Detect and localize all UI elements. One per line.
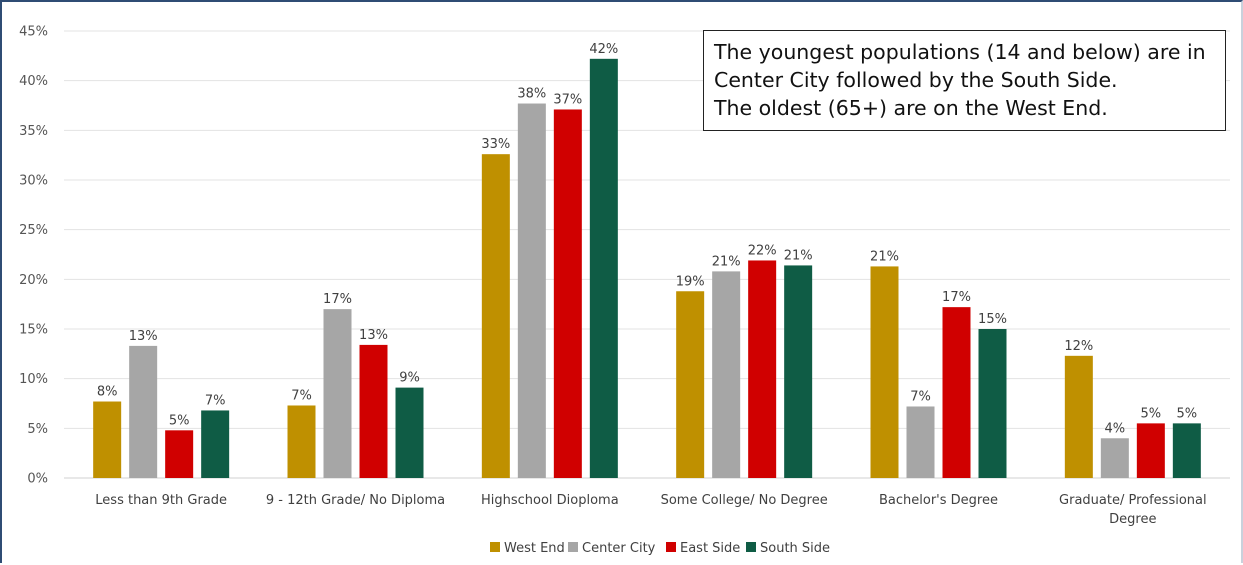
y-tick-label: 5%	[27, 422, 48, 437]
data-label: 8%	[97, 385, 118, 400]
data-label: 21%	[784, 248, 813, 263]
bar	[287, 405, 316, 478]
bar	[359, 344, 388, 478]
bar	[201, 410, 230, 478]
x-category-label: Some College/ No Degree	[661, 493, 828, 508]
legend-label: South Side	[760, 541, 830, 556]
data-label: 19%	[676, 274, 705, 289]
x-category-label: Highschool Dioploma	[481, 493, 619, 508]
data-label: 42%	[589, 42, 618, 57]
data-label: 13%	[129, 329, 158, 344]
legend-swatch	[746, 542, 756, 552]
legend-label: East Side	[680, 541, 740, 556]
y-tick-label: 25%	[19, 223, 48, 238]
data-label: 21%	[712, 254, 741, 269]
bar	[906, 406, 935, 478]
callout-line-3: The oldest (65+) are on the West End.	[714, 96, 1108, 120]
legend-label: Center City	[582, 541, 656, 556]
bar	[1136, 423, 1165, 478]
bar	[553, 109, 582, 479]
legend-swatch	[568, 542, 578, 552]
x-category-label: Graduate/ Professional	[1059, 493, 1207, 508]
y-tick-label: 15%	[19, 323, 48, 338]
bar	[517, 103, 546, 478]
x-category-label: Less than 9th Grade	[95, 493, 227, 508]
bar	[323, 309, 352, 478]
callout-box: The youngest populations (14 and below) …	[703, 30, 1226, 131]
bar	[784, 265, 813, 478]
bar	[395, 387, 424, 478]
bar	[129, 345, 158, 478]
data-label: 7%	[205, 393, 226, 408]
y-tick-label: 35%	[19, 124, 48, 139]
y-tick-label: 0%	[27, 472, 48, 487]
data-label: 22%	[748, 243, 777, 258]
y-tick-label: 10%	[19, 372, 48, 387]
data-label: 21%	[870, 249, 899, 264]
bar	[676, 291, 705, 478]
x-category-label: Degree	[1109, 512, 1156, 527]
bar	[481, 154, 510, 478]
x-category-label: Bachelor's Degree	[879, 493, 998, 508]
data-label: 15%	[978, 312, 1007, 327]
callout-line-2: Center City followed by the South Side.	[714, 68, 1118, 92]
data-label: 37%	[553, 92, 582, 107]
y-tick-label: 45%	[19, 25, 48, 40]
bar	[93, 401, 122, 478]
data-label: 4%	[1105, 421, 1126, 436]
bar	[942, 307, 971, 478]
callout-line-1: The youngest populations (14 and below) …	[714, 40, 1206, 64]
x-category-label: 9 - 12th Grade/ No Diploma	[266, 493, 445, 508]
data-label: 33%	[481, 137, 510, 152]
data-label: 17%	[323, 292, 352, 307]
bar	[589, 58, 618, 479]
bar	[748, 260, 777, 478]
legend-label: West End	[504, 541, 565, 556]
legend-swatch	[666, 542, 676, 552]
bar	[1100, 438, 1129, 478]
bar	[165, 430, 194, 478]
bar	[978, 329, 1007, 478]
data-label: 12%	[1064, 339, 1093, 354]
data-label: 13%	[359, 328, 388, 343]
data-label: 7%	[910, 389, 931, 404]
bar	[1064, 355, 1093, 478]
y-tick-label: 30%	[19, 174, 48, 189]
legend-swatch	[490, 542, 500, 552]
bar	[712, 271, 741, 478]
data-label: 5%	[169, 413, 190, 428]
data-label: 5%	[1177, 406, 1198, 421]
data-label: 9%	[399, 371, 420, 386]
y-tick-label: 40%	[19, 74, 48, 89]
bar	[1172, 423, 1201, 478]
data-label: 17%	[942, 290, 971, 305]
data-label: 5%	[1141, 406, 1162, 421]
data-label: 38%	[517, 87, 546, 102]
y-tick-label: 20%	[19, 273, 48, 288]
bar	[870, 266, 899, 478]
data-label: 7%	[291, 388, 312, 403]
